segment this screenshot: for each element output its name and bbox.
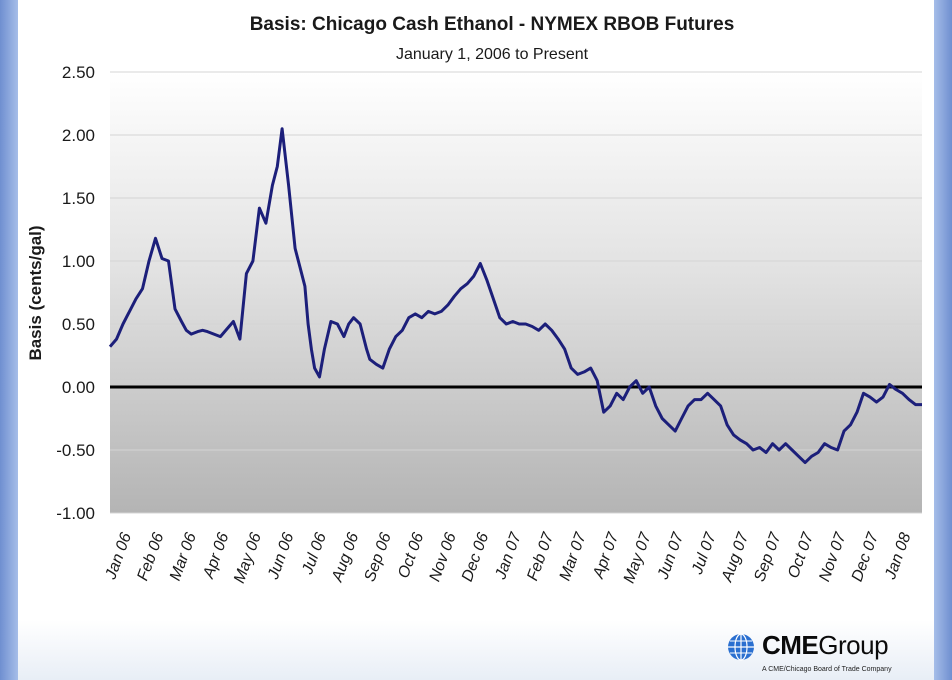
chart-subtitle: January 1, 2006 to Present (396, 46, 589, 63)
x-tick-label: Feb 06 (134, 530, 167, 583)
chart-title: Basis: Chicago Cash Ethanol - NYMEX RBOB… (250, 14, 735, 35)
globe-icon (728, 633, 754, 661)
y-tick-label: 0.00 (62, 378, 95, 397)
x-tick-label: Sep 06 (362, 530, 395, 584)
x-tick-label: Nov 07 (816, 530, 850, 584)
y-tick-label: -0.50 (56, 441, 95, 460)
logo-tagline: A CME/Chicago Board of Trade Company (762, 666, 892, 673)
plot-area (110, 72, 922, 513)
x-tick-label: May 07 (621, 530, 655, 586)
x-tick-label: Mar 07 (557, 530, 590, 584)
y-tick-label: 2.00 (62, 126, 95, 145)
logo-wordmark: CMEGroup (762, 630, 889, 661)
logo-group: Group (818, 630, 889, 660)
logo-bold: CME (762, 630, 819, 660)
y-tick-label: 2.50 (62, 63, 95, 82)
x-tick-label: Feb 07 (524, 530, 557, 584)
x-tick-label: Apr 07 (590, 530, 623, 582)
x-tick-label: Mar 06 (167, 530, 200, 583)
x-tick-label: Aug 07 (718, 530, 752, 585)
y-tick-label: 1.00 (62, 252, 95, 271)
y-tick-label: 1.50 (62, 189, 95, 208)
y-axis-label: Basis (cents/gal) (26, 225, 45, 360)
y-tick-label: 0.50 (62, 315, 95, 334)
x-tick-label: Jul 07 (689, 530, 720, 578)
x-tick-label: Oct 06 (395, 530, 427, 580)
x-tick-label: Aug 06 (329, 530, 363, 585)
cme-group-logo: CMEGroup A CME/Chicago Board of Trade Co… (726, 628, 946, 680)
x-tick-label: Oct 07 (785, 530, 817, 581)
x-tick-label: Jan 06 (102, 530, 135, 582)
x-tick-label: Jun 06 (265, 530, 298, 582)
x-tick-label: Jul 06 (299, 530, 330, 577)
x-tick-label: Sep 07 (751, 530, 785, 585)
x-tick-label: Jan 07 (492, 530, 525, 583)
x-tick-label: Jan 08 (882, 530, 915, 582)
y-tick-label: -1.00 (56, 504, 95, 523)
basis-series-line (108, 127, 922, 465)
x-tick-label: Jun 07 (654, 530, 687, 583)
footer-band (18, 620, 934, 680)
x-tick-label: Dec 07 (849, 530, 883, 584)
x-tick-label: Dec 06 (459, 530, 492, 584)
x-tick-label: May 06 (231, 530, 265, 585)
x-tick-label: Apr 06 (200, 530, 232, 581)
y-axis-ticks: 2.50 2.00 1.50 1.00 0.50 0.00 -0.50 -1.00 (56, 63, 95, 523)
x-tick-label: Nov 06 (426, 530, 459, 584)
